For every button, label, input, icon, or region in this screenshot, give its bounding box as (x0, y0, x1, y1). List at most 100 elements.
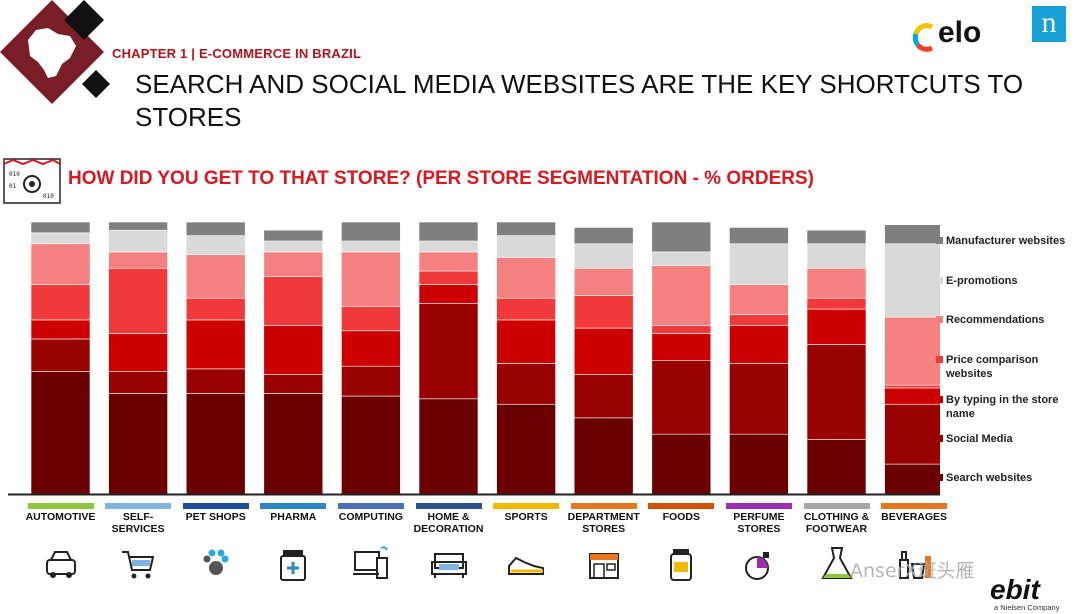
legend-swatch (936, 237, 943, 244)
bar-segment (729, 363, 789, 435)
ebit-tagline: a Nielsen Company (994, 603, 1060, 612)
bar-segment (806, 308, 867, 345)
bar-segment (651, 265, 712, 326)
category-color-bar (105, 503, 172, 509)
bar-segment (263, 325, 324, 375)
bar-segment (806, 229, 867, 245)
bar-segment (30, 371, 91, 495)
bar-segment (496, 319, 556, 364)
bar-segment (30, 232, 91, 245)
bar-segment (573, 374, 634, 419)
bar-segment (185, 254, 246, 299)
legend-label: Recommendations (946, 314, 1045, 326)
legend-label: Search websites (946, 472, 1033, 484)
legend-item: Social Media (936, 432, 1076, 446)
bar-segment (729, 284, 789, 315)
bar-segment (185, 393, 246, 495)
car-icon (41, 544, 81, 584)
bar-segment (651, 325, 712, 334)
medicine-jar-icon (273, 544, 313, 584)
bar-segment (108, 333, 168, 372)
bar-segment (418, 270, 479, 285)
bar-segment (418, 240, 479, 253)
bar-segment (418, 303, 479, 400)
bar-segment (418, 251, 479, 272)
chart-question: HOW DID YOU GET TO THAT STORE? (PER STOR… (68, 168, 814, 189)
ebit-logo: ebit (990, 574, 1040, 605)
bar-segment (341, 251, 401, 307)
bar-segment (884, 384, 940, 389)
chapter-label: CHAPTER 1 | E-COMMERCE IN BRAZIL (112, 46, 362, 61)
category-label: PET SHOPS (185, 511, 246, 523)
bar-segment (806, 297, 867, 310)
bar-segment (651, 251, 712, 266)
bar-segment (108, 371, 168, 394)
page-title: SEARCH AND SOCIAL MEDIA WEBSITES ARE THE… (135, 69, 1024, 132)
legend-item: Recommendations (936, 313, 1076, 327)
bar-segment (108, 251, 168, 269)
bar-segment (341, 365, 401, 397)
bottles-icon (894, 544, 934, 584)
category-label: HOME & DECORATION (413, 511, 484, 535)
bar-segment (806, 344, 867, 440)
bar-segment (263, 276, 324, 326)
bar-segment (108, 267, 168, 334)
legend-swatch (936, 435, 943, 442)
legend-swatch (936, 316, 943, 323)
bar-segment (185, 221, 246, 236)
bar-segment (651, 360, 712, 435)
dress-icon (817, 544, 857, 584)
bar-segment (729, 325, 789, 364)
bar-segment (341, 240, 401, 253)
sneaker-icon (506, 544, 546, 584)
category-color-bar (493, 503, 560, 509)
bar-segment (263, 374, 324, 394)
legend-swatch (936, 474, 943, 481)
bar-segment (263, 229, 324, 242)
bar-segment (108, 393, 168, 495)
legend-label: Social Media (946, 433, 1013, 445)
category-color-bar (648, 503, 715, 509)
bar-segment (884, 463, 940, 495)
bar-segment (573, 267, 634, 296)
category-color-bar (27, 503, 94, 509)
elo-logo: elo (912, 16, 981, 57)
bar-segment (496, 221, 556, 236)
bar-segment (806, 243, 867, 269)
devices-icon (351, 544, 391, 584)
category-label: SPORTS (504, 511, 548, 523)
sofa-icon (429, 544, 469, 584)
category-label: FOODS (662, 511, 700, 523)
bar-segment (263, 393, 324, 495)
bar-segment (418, 284, 479, 304)
legend-item: Manufacturer websites (936, 234, 1076, 248)
bar-segment (806, 439, 867, 495)
bar-segment (185, 319, 246, 370)
category-label: CLOTHING & FOOTWEAR (803, 511, 870, 535)
legend-item: Price comparison websites (936, 353, 1076, 381)
category-label: PHARMA (270, 511, 317, 523)
storefront-icon (584, 544, 624, 584)
bar-segment (30, 338, 91, 372)
bar-segment (341, 221, 401, 242)
stacked-bar-chart (8, 221, 940, 496)
legend-label: By typing in the store name (946, 394, 1059, 420)
bar-segment (496, 235, 556, 258)
bar-segment (263, 240, 324, 253)
bar-segment (418, 221, 479, 242)
bar-segment (884, 387, 940, 405)
category-label: DEPARTMENT STORES (567, 511, 640, 535)
legend-item: E-promotions (936, 274, 1076, 288)
category-color-bar (725, 503, 792, 509)
paw-icon (196, 544, 236, 584)
category-label: SELF-SERVICES (111, 511, 165, 535)
bar-segment (341, 330, 401, 367)
perfume-icon (739, 544, 779, 584)
bar-segment (729, 314, 789, 326)
bar-segment (263, 251, 324, 277)
bar-segment (30, 284, 91, 321)
category-color-bar (260, 503, 327, 509)
cart-icon (118, 544, 158, 584)
category-color-bar (803, 503, 870, 509)
bar-segment (573, 227, 634, 245)
